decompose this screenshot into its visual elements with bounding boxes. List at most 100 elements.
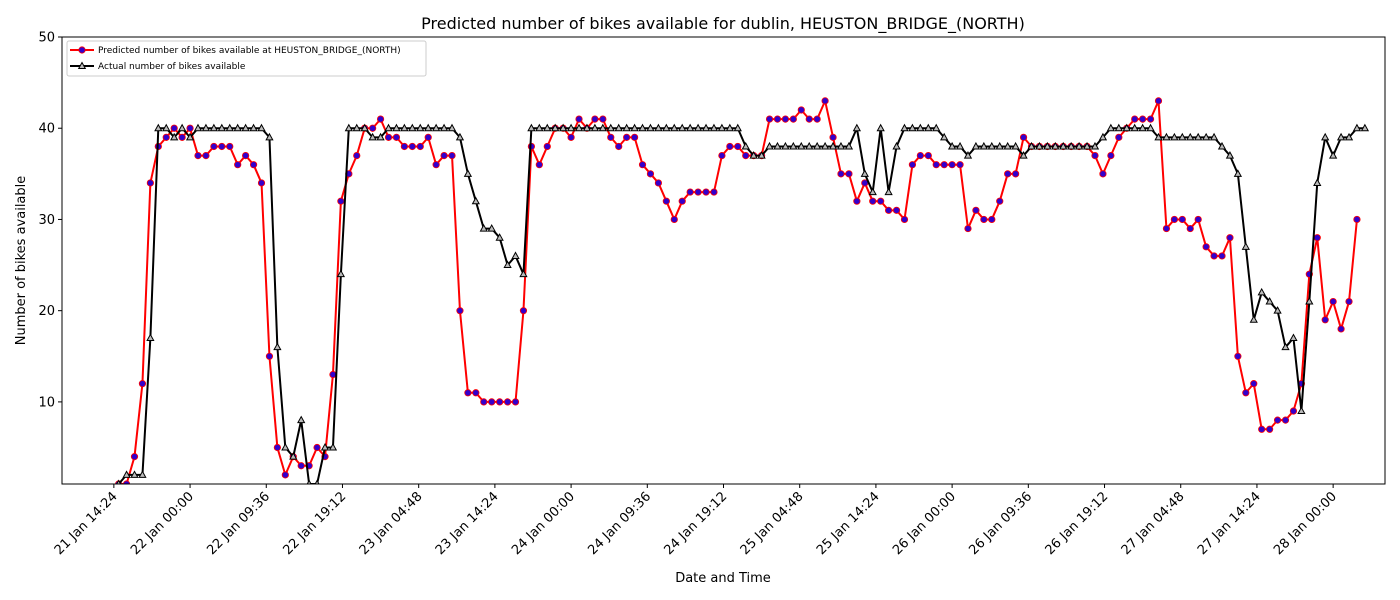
data-point-actual bbox=[741, 141, 750, 150]
series-actual bbox=[116, 123, 1370, 484]
data-point-predicted bbox=[821, 97, 829, 105]
data-point-actual bbox=[606, 123, 615, 132]
x-tick-label: 27 Jan 14:24 bbox=[1195, 489, 1264, 558]
data-point-predicted bbox=[742, 151, 750, 160]
data-point-predicted bbox=[249, 161, 258, 169]
data-point-predicted bbox=[932, 161, 940, 169]
data-point-actual bbox=[511, 251, 520, 259]
data-point-actual bbox=[416, 123, 425, 132]
data-point-actual bbox=[1305, 297, 1314, 305]
data-point-predicted bbox=[877, 197, 885, 205]
y-tick-label: 30 bbox=[38, 213, 55, 228]
data-point-actual bbox=[185, 132, 195, 141]
data-point-actual bbox=[1201, 132, 1211, 141]
data-point-actual bbox=[971, 141, 981, 150]
data-point-actual bbox=[408, 123, 417, 132]
data-point-actual bbox=[1122, 123, 1131, 132]
data-point-actual bbox=[820, 141, 830, 150]
data-point-predicted bbox=[972, 206, 980, 214]
data-point-predicted bbox=[202, 151, 210, 160]
data-point-actual bbox=[193, 123, 203, 132]
data-point-actual bbox=[1281, 342, 1290, 351]
data-point-actual bbox=[1035, 141, 1044, 150]
data-point-predicted bbox=[1115, 133, 1123, 141]
data-point-actual bbox=[1154, 132, 1163, 141]
data-point-actual bbox=[908, 123, 917, 132]
x-axis: 21 Jan 14:24 22 Jan 00:00 22 Jan 09:36 22 J… bbox=[52, 484, 1340, 558]
data-point-predicted bbox=[781, 115, 790, 123]
data-point-predicted bbox=[773, 115, 782, 123]
data-point-predicted bbox=[837, 170, 845, 178]
data-point-predicted bbox=[1273, 416, 1282, 424]
data-point-actual bbox=[765, 141, 774, 150]
data-point-actual bbox=[1217, 141, 1227, 150]
x-tick-label: 23 Jan 04:48 bbox=[357, 489, 426, 558]
data-point-predicted bbox=[472, 389, 480, 397]
x-tick-label: 26 Jan 19:12 bbox=[1043, 489, 1112, 558]
data-point-actual bbox=[543, 123, 552, 132]
data-point-predicted bbox=[138, 380, 147, 388]
data-point-actual bbox=[1067, 141, 1076, 150]
data-point-actual bbox=[1336, 132, 1346, 141]
data-point-predicted bbox=[234, 161, 242, 169]
data-point-actual bbox=[940, 132, 949, 141]
data-point-actual bbox=[622, 123, 631, 132]
data-point-predicted bbox=[178, 133, 186, 141]
data-point-predicted bbox=[297, 462, 305, 470]
data-point-actual bbox=[535, 123, 544, 132]
legend-box bbox=[66, 40, 427, 77]
data-point-actual bbox=[455, 132, 465, 141]
data-point-actual bbox=[154, 123, 163, 132]
data-point-actual bbox=[1090, 141, 1100, 150]
data-point-actual bbox=[336, 269, 346, 278]
data-point-actual bbox=[693, 123, 703, 132]
data-point-actual bbox=[1178, 132, 1187, 141]
data-point-predicted bbox=[892, 206, 901, 214]
legend-marker-actual bbox=[77, 61, 87, 69]
data-point-predicted bbox=[503, 398, 512, 406]
data-point-actual bbox=[876, 123, 885, 132]
data-point-predicted bbox=[281, 471, 289, 479]
data-point-actual bbox=[963, 151, 973, 159]
data-point-actual bbox=[924, 123, 933, 132]
data-point-predicted bbox=[424, 133, 432, 141]
data-point-actual bbox=[662, 123, 671, 132]
data-point-predicted bbox=[1146, 115, 1155, 123]
data-point-actual bbox=[638, 123, 647, 132]
data-point-predicted bbox=[829, 133, 837, 141]
data-point-predicted bbox=[1234, 352, 1242, 360]
data-point-actual bbox=[805, 141, 814, 150]
data-point-actual bbox=[1019, 151, 1028, 159]
data-point-actual bbox=[170, 132, 179, 141]
data-point-actual bbox=[701, 123, 711, 132]
data-point-predicted bbox=[1218, 252, 1226, 260]
data-point-predicted bbox=[1139, 115, 1147, 123]
data-point-actual bbox=[1249, 315, 1258, 323]
data-point-predicted bbox=[1345, 297, 1353, 306]
y-axis-label: Number of bikes available bbox=[14, 176, 29, 346]
data-point-predicted bbox=[1226, 234, 1234, 242]
data-point-predicted bbox=[885, 206, 893, 214]
data-point-predicted bbox=[1337, 325, 1345, 333]
data-point-predicted bbox=[511, 398, 520, 406]
data-point-predicted bbox=[1202, 243, 1210, 251]
data-point-predicted bbox=[1313, 234, 1321, 242]
data-point-actual bbox=[995, 141, 1004, 150]
legend-label-actual: Actual number of bikes available bbox=[98, 62, 246, 72]
data-point-predicted bbox=[146, 179, 154, 187]
data-point-actual bbox=[844, 141, 854, 150]
data-point-actual bbox=[789, 141, 798, 150]
data-point-actual bbox=[1138, 123, 1147, 132]
data-point-predicted bbox=[646, 170, 655, 178]
data-point-actual bbox=[495, 233, 504, 241]
data-point-actual bbox=[273, 342, 282, 351]
data-point-actual bbox=[725, 123, 734, 132]
data-point-actual bbox=[122, 470, 131, 478]
data-point-actual bbox=[1297, 406, 1306, 415]
data-point-predicted bbox=[988, 215, 996, 224]
data-point-actual bbox=[947, 141, 957, 150]
data-point-actual bbox=[138, 470, 147, 478]
data-point-predicted bbox=[964, 224, 972, 233]
data-point-predicted bbox=[496, 398, 504, 406]
chart-title: Predicted number of bikes available for … bbox=[421, 14, 1025, 34]
